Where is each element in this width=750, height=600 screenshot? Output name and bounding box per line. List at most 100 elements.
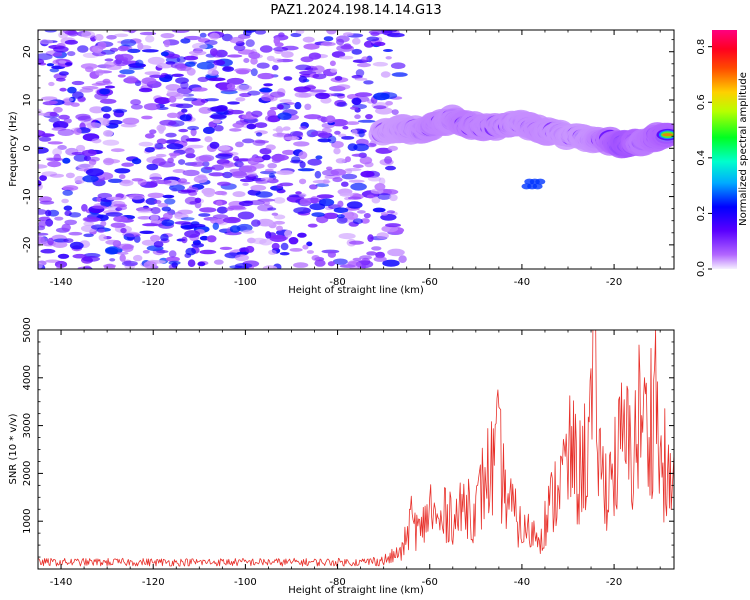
noise-cell <box>346 201 363 209</box>
noise-cell <box>203 189 215 198</box>
noise-cell <box>38 209 47 215</box>
x-tick-label: -60 <box>422 277 438 288</box>
noise-cell <box>209 48 218 56</box>
noise-cell <box>283 76 293 81</box>
noise-cell <box>119 69 135 75</box>
noise-cell <box>81 86 99 90</box>
noise-cell <box>52 241 68 249</box>
x-tick-label: -40 <box>514 577 530 588</box>
noise-cell <box>360 218 370 224</box>
noise-cell <box>295 191 302 195</box>
noise-cell <box>220 163 233 167</box>
noise-cell <box>61 223 71 232</box>
y-tick-label: 4000 <box>22 365 33 390</box>
noise-cell <box>91 224 105 230</box>
noise-cell <box>380 71 391 78</box>
colorbar: 0.0 0.2 0.4 0.6 0.8 Normalized spectral ampl… <box>696 30 749 277</box>
noise-cell <box>374 183 386 191</box>
noise-cell <box>245 39 255 47</box>
noise-cell <box>109 47 119 52</box>
noise-cell <box>61 198 69 204</box>
x-tick-label: -140 <box>50 577 73 588</box>
noise-cell <box>267 163 278 169</box>
noise-cell <box>39 39 54 45</box>
noise-cell <box>54 216 64 221</box>
noise-cell <box>204 136 213 143</box>
noise-cell <box>38 232 49 236</box>
noise-cell <box>80 63 98 70</box>
noise-cell <box>199 207 217 213</box>
noise-cell <box>257 72 275 80</box>
x-tick-label: -40 <box>514 277 530 288</box>
noise-cell <box>172 169 186 173</box>
noise-cell <box>227 205 246 210</box>
noise-cell <box>239 165 257 173</box>
noise-cell <box>373 256 387 262</box>
noise-cell <box>382 259 400 267</box>
noise-cell <box>38 129 43 137</box>
noise-cell <box>338 55 354 60</box>
figure-title: PAZ1.2024.198.14.14.G13 <box>270 3 441 18</box>
noise-cell <box>38 220 47 228</box>
noise-cell <box>357 119 376 123</box>
noise-cell <box>371 246 382 251</box>
noise-cell <box>248 51 261 60</box>
noise-cell <box>188 50 207 56</box>
noise-cell <box>268 249 277 255</box>
noise-cell <box>125 75 137 84</box>
noise-cell <box>183 55 199 61</box>
noise-cell <box>120 227 127 234</box>
noise-cell <box>299 198 311 206</box>
noise-cell <box>186 67 196 76</box>
noise-cell <box>282 149 296 155</box>
noise-cell <box>354 77 368 81</box>
noise-cell <box>112 108 128 113</box>
noise-cell <box>174 93 184 100</box>
noise-cell <box>176 64 187 71</box>
noise-cell <box>106 35 117 40</box>
noise-cell <box>114 168 131 174</box>
noise-cell <box>184 147 195 155</box>
noise-cell <box>144 71 161 76</box>
noise-cell <box>72 91 84 99</box>
x-tick-label: -60 <box>422 577 438 588</box>
noise-cell <box>130 99 142 106</box>
noise-cell <box>271 242 280 250</box>
noise-cell <box>113 58 129 67</box>
noise-cell <box>209 32 220 40</box>
noise-cell <box>204 98 219 102</box>
noise-cell <box>150 214 159 222</box>
noise-cell <box>38 53 53 61</box>
noise-cell <box>92 205 107 209</box>
noise-cell <box>178 159 186 165</box>
noise-cell <box>46 157 64 162</box>
noise-cell <box>389 194 398 202</box>
noise-cell <box>337 200 344 208</box>
y-tick-label: -10 <box>22 188 33 204</box>
noise-cell <box>371 196 381 204</box>
noise-cell <box>45 259 61 263</box>
noise-cell <box>100 220 107 227</box>
colorbar-ticks: 0.0 0.2 0.4 0.6 0.8 <box>696 39 712 277</box>
noise-cell <box>214 190 227 196</box>
noise-cell <box>156 250 169 254</box>
noise-cell <box>197 76 209 82</box>
noise-cell <box>332 258 348 265</box>
noise-cell <box>176 56 186 63</box>
noise-cell <box>345 168 353 174</box>
noise-cell <box>387 248 405 257</box>
noise-cell <box>105 247 119 255</box>
noise-cell <box>360 170 375 178</box>
noise-cell <box>336 214 345 219</box>
noise-cell <box>387 32 405 38</box>
noise-cell <box>353 143 369 152</box>
noise-cell <box>141 49 159 53</box>
noise-cell <box>310 130 328 136</box>
noise-cell <box>211 164 224 171</box>
noise-cell <box>352 164 364 169</box>
noise-cell <box>114 33 129 38</box>
noise-cell <box>197 261 206 267</box>
noise-cell <box>38 262 43 269</box>
noise-cell <box>98 234 107 242</box>
